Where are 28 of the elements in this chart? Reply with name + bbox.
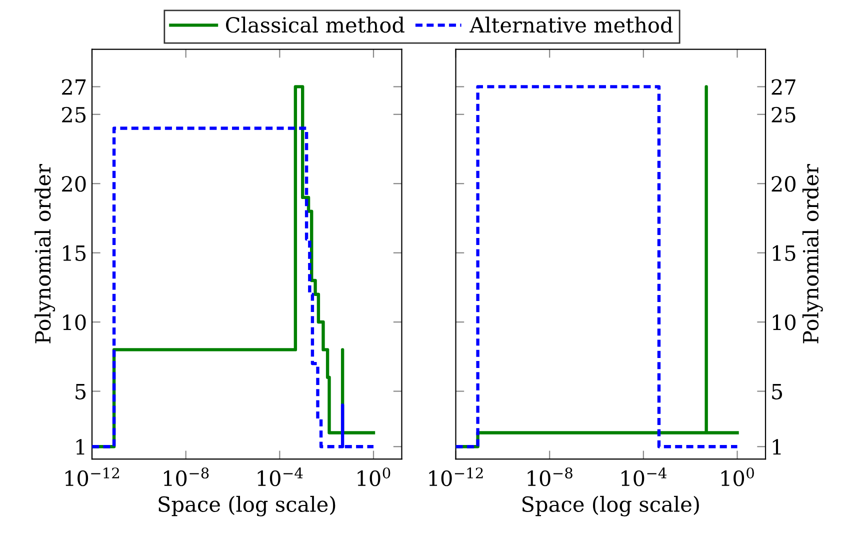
y-tick-label: 1 [772, 439, 781, 455]
x-tick-label: 10$^{0}$ [358, 467, 390, 486]
y-tick-label: 10 [772, 314, 796, 330]
y-tick-label: 27 [772, 79, 796, 95]
x-tick-label: 10$^{−4}$ [258, 467, 303, 486]
x-tick-label: 10$^{−12}$ [429, 467, 483, 486]
x-tick-label: 10$^{−8}$ [164, 467, 209, 486]
y-tick-label: 15 [63, 245, 86, 262]
y-tick-label: 10 [63, 314, 86, 330]
x-tick-label: 10$^{−8}$ [528, 467, 572, 486]
x-axis-title: Space (log scale) [158, 496, 336, 516]
y-tick-label: 20 [62, 176, 86, 192]
legend-label: Classical method [226, 16, 404, 33]
y-tick-label: 1 [76, 439, 84, 455]
legend-label: Alternative method [469, 16, 673, 33]
x-tick-label: 10$^{−12}$ [65, 467, 119, 486]
y-tick-label: 5 [76, 384, 86, 400]
y-axis-title: Polynomial order [34, 164, 56, 344]
y-tick-label: 25 [772, 106, 796, 123]
x-tick-label: 10$^{−4}$ [622, 467, 667, 486]
x-axis-title: Space (log scale) [522, 496, 699, 516]
y-tick-label: 25 [62, 106, 86, 123]
y-tick-label: 20 [772, 176, 796, 192]
y-tick-label: 5 [772, 384, 782, 400]
y-tick-label: 15 [772, 245, 796, 262]
y-axis-title: Polynomial order [802, 164, 823, 344]
x-tick-label: 10$^{0}$ [721, 467, 754, 486]
y-tick-label: 27 [62, 79, 86, 95]
